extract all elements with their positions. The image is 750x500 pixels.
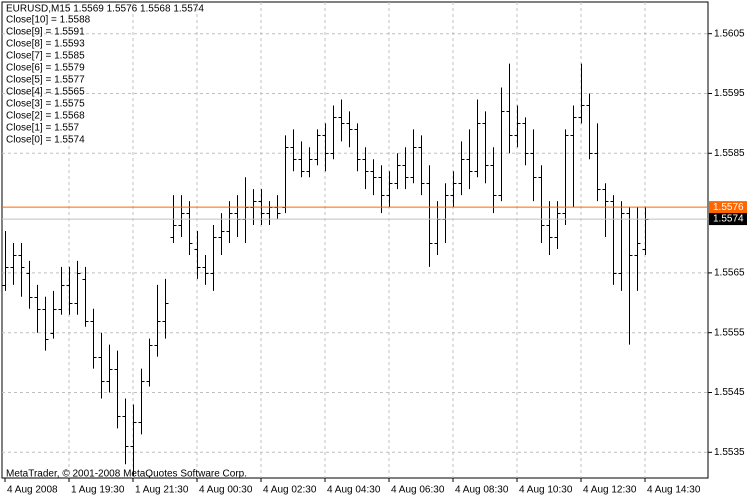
x-tick-label: 1 Aug 19:30: [71, 485, 125, 496]
y-tick-label: 1.5535: [714, 447, 745, 458]
x-tick-label: 4 Aug 12:30: [583, 485, 637, 496]
x-tick-label: 4 Aug 06:30: [391, 485, 445, 496]
y-tick-label: 1.5565: [714, 268, 745, 279]
x-tick-label: 4 Aug 10:30: [519, 485, 573, 496]
x-tick-label: 4 Aug 08:30: [455, 485, 509, 496]
chart-title: EURUSD,M15 1.5569 1.5576 1.5568 1.5574: [6, 4, 204, 15]
y-tick-label: 1.5545: [714, 387, 745, 398]
price-label-box: [709, 213, 747, 226]
x-tick-label: 1 Aug 21:30: [135, 485, 189, 496]
y-tick-label: 1.5585: [714, 148, 745, 159]
close-annotation: Close[1] = 1.557: [6, 123, 80, 134]
x-tick-label: 4 Aug 04:30: [327, 485, 381, 496]
close-annotation: Close[10] = 1.5588: [6, 15, 91, 26]
close-annotation: Close[6] = 1.5579: [6, 63, 85, 74]
price-label: 1.5576: [713, 202, 744, 213]
x-tick-label: 4 Aug 00:30: [199, 485, 253, 496]
price-label: 1.5574: [713, 214, 744, 225]
close-annotation: Close[3] = 1.5575: [6, 99, 85, 110]
y-tick-label: 1.5555: [714, 327, 745, 338]
close-annotation: Close[7] = 1.5585: [6, 51, 85, 62]
footer: MetaTrader, © 2001-2008 MetaQuotes Softw…: [6, 469, 247, 480]
close-annotation: Close[0] = 1.5574: [6, 135, 85, 146]
price-label-box: [709, 201, 747, 214]
x-tick-label: 4 Aug 02:30: [263, 485, 317, 496]
close-annotation: Close[5] = 1.5577: [6, 75, 85, 86]
close-annotation: Close[4] = 1.5565: [6, 87, 85, 98]
y-tick-label: 1.5605: [714, 28, 745, 39]
close-annotation: Close[2] = 1.5568: [6, 111, 85, 122]
close-annotation: Close[9] = 1.5591: [6, 27, 85, 38]
y-tick-label: 1.5595: [714, 88, 745, 99]
plot-frame: [1, 1, 709, 479]
x-tick-label: 4 Aug 14:30: [647, 485, 701, 496]
close-annotation: Close[8] = 1.5593: [6, 39, 85, 50]
x-tick-label: 4 Aug 2008: [7, 485, 58, 496]
